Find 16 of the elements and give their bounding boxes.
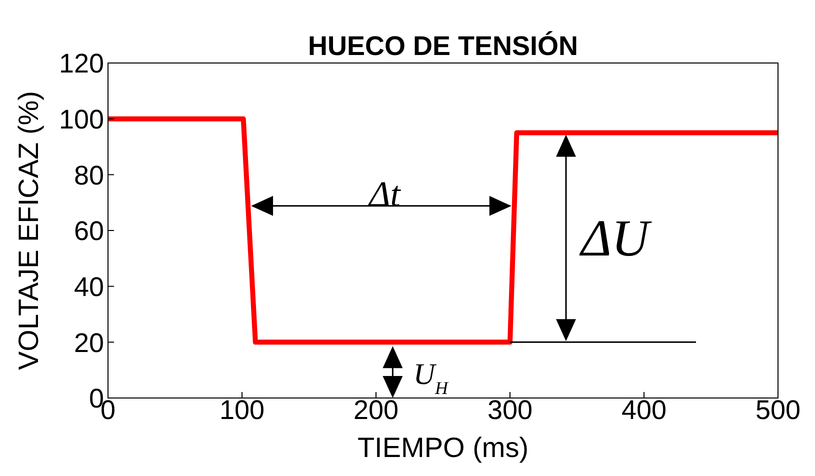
x-axis-title: TIEMPO (ms)	[357, 432, 529, 463]
y-tick-label: 80	[74, 160, 104, 190]
x-tick-label: 100	[219, 395, 265, 426]
y-tick-label: 20	[74, 328, 104, 358]
y-axis-title: VOLTAJE EFICAZ (%)	[13, 91, 44, 370]
annotation: ΔU	[578, 210, 652, 268]
x-tick-label: 300	[487, 395, 533, 426]
chart-title: HUECO DE TENSIÓN	[308, 31, 578, 61]
x-tick-label: 400	[621, 395, 667, 426]
x-tick-label: 200	[353, 395, 399, 426]
x-tick-label: 500	[755, 395, 801, 426]
y-tick-label: 100	[58, 104, 104, 134]
annotation: U$_{H}$	[413, 358, 450, 398]
y-tick-label: 60	[74, 216, 104, 246]
y-tick-label: 120	[58, 48, 104, 79]
y-tick-label: 40	[74, 272, 104, 302]
